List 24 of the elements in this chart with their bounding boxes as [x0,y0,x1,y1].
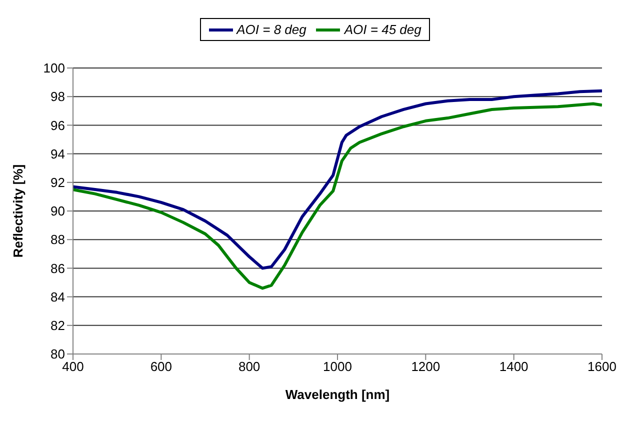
x-axis-title: Wavelength [nm] [285,387,390,402]
y-tick-label: 98 [50,89,65,104]
x-tick-label: 600 [150,359,172,374]
line-series [73,102,602,290]
legend-label: AOI = 45 deg [342,22,422,37]
line-series [73,89,602,270]
y-tick-label: 90 [50,204,65,219]
y-tick-label: 82 [50,318,65,334]
x-tick-label: 1400 [499,359,528,374]
y-tick-label: 94 [50,146,65,162]
y-tick-label: 80 [50,346,65,362]
x-tick-label: 400 [62,359,84,374]
y-tick-label: 92 [50,175,65,190]
y-tick-label: 84 [50,289,65,304]
x-tick-label: 1200 [411,359,440,374]
x-tick-label: 800 [238,359,260,374]
y-tick-label: 88 [50,232,65,248]
y-axis-title: Reflectivity [%] [10,164,26,258]
x-tick-label: 1000 [323,359,352,374]
x-tick-label: 1600 [588,359,616,374]
y-tick-label: 100 [43,60,65,76]
y-tick-label: 96 [50,118,65,133]
y-tick-label: 86 [50,260,65,276]
legend-label: AOI = 8 deg [235,22,306,37]
